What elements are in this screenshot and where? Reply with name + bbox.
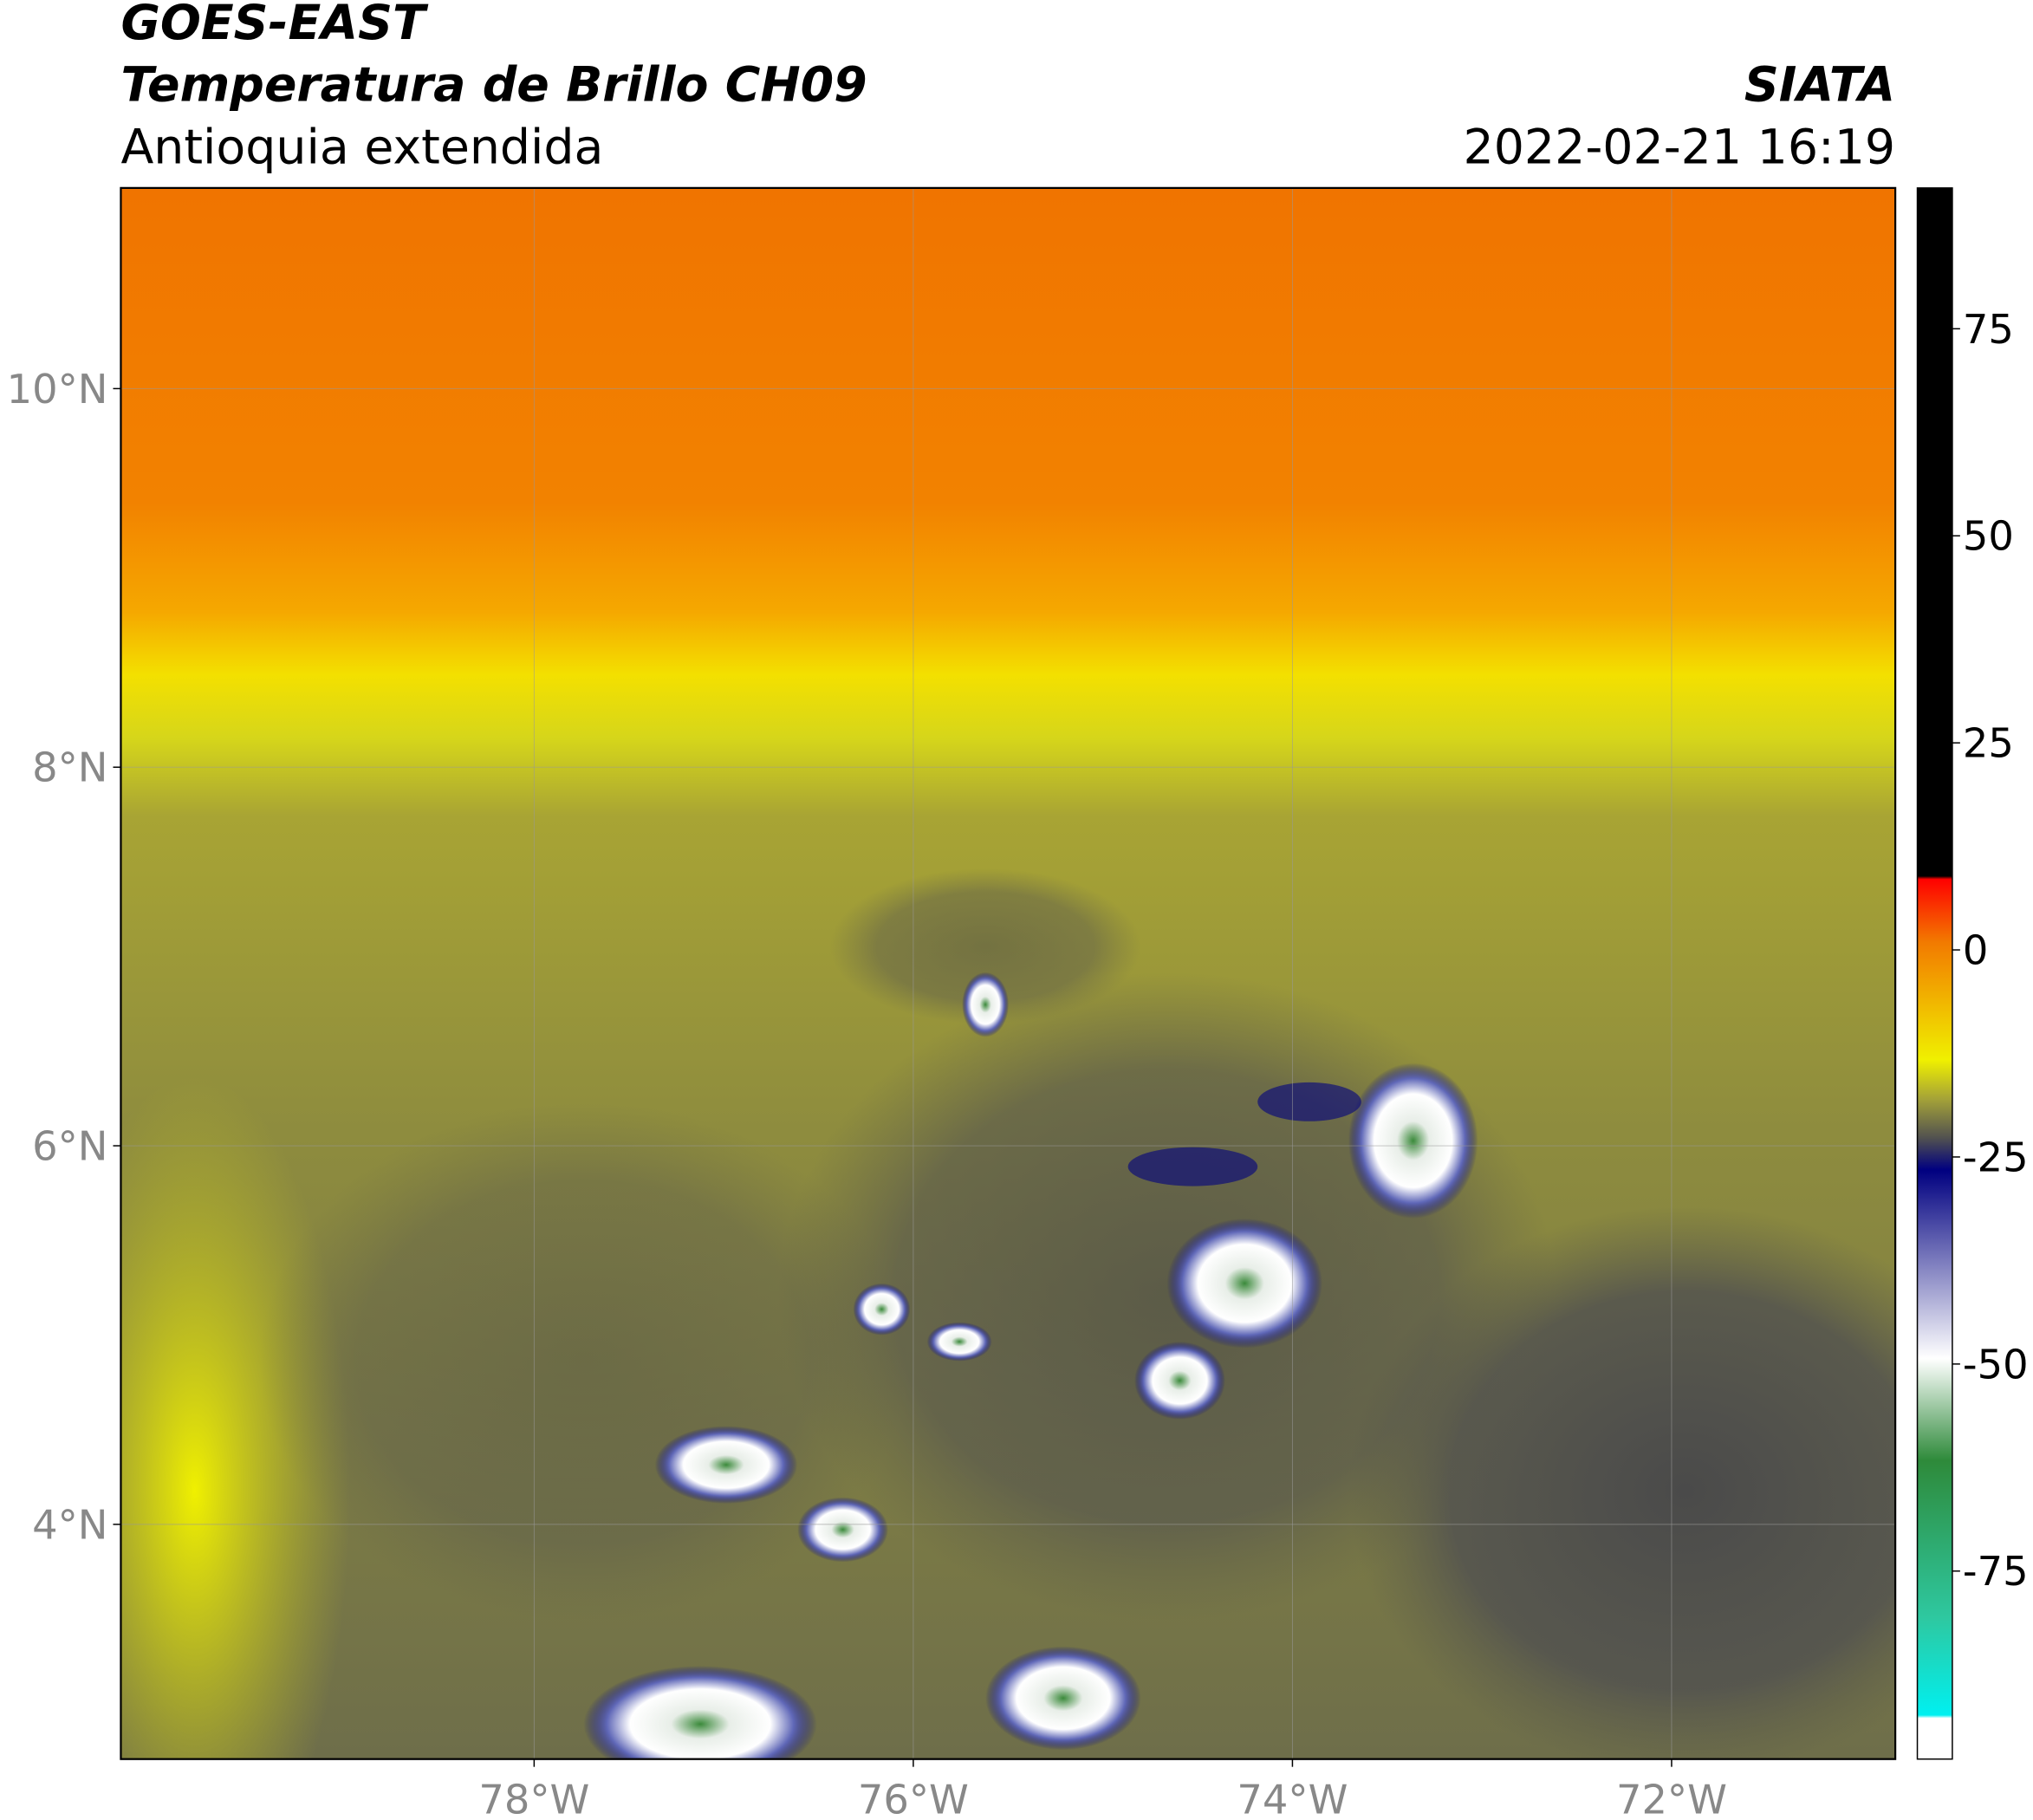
colorbar-tick-label: 0	[1963, 927, 1989, 974]
satellite: GOES-EAST	[120, 0, 429, 51]
y-tick-label: 8°N	[32, 744, 107, 791]
x-tick-label: 72°W	[1616, 1777, 1727, 1820]
colorbar	[1916, 187, 1953, 1760]
colorbar-tick-label: 25	[1963, 720, 2014, 767]
colorbar-tick-label: 50	[1963, 513, 2014, 560]
y-tick-label: 6°N	[32, 1122, 107, 1169]
colorbar-tick-label: 75	[1963, 306, 2014, 353]
x-tick-label: 76°W	[858, 1777, 969, 1820]
grid	[120, 187, 1896, 1759]
colorbar-tick-label: -50	[1963, 1341, 2029, 1388]
source: SIATA	[1744, 58, 1895, 114]
region: Antioquia extendida	[120, 120, 603, 175]
colorbar-tick-label: -25	[1963, 1134, 2029, 1180]
colorbar-tick-label: -75	[1963, 1548, 2029, 1595]
y-tick-label: 10°N	[7, 366, 108, 413]
x-tick-label: 74°W	[1237, 1777, 1348, 1820]
map-frame	[120, 186, 1897, 1760]
map-image	[120, 187, 1896, 1759]
x-tick-label: 78°W	[478, 1777, 589, 1820]
datetime: 2022-02-21 16:19	[1464, 120, 1896, 175]
product: Temperatura de Brillo CH09	[120, 58, 867, 114]
y-tick-label: 4°N	[32, 1501, 107, 1548]
